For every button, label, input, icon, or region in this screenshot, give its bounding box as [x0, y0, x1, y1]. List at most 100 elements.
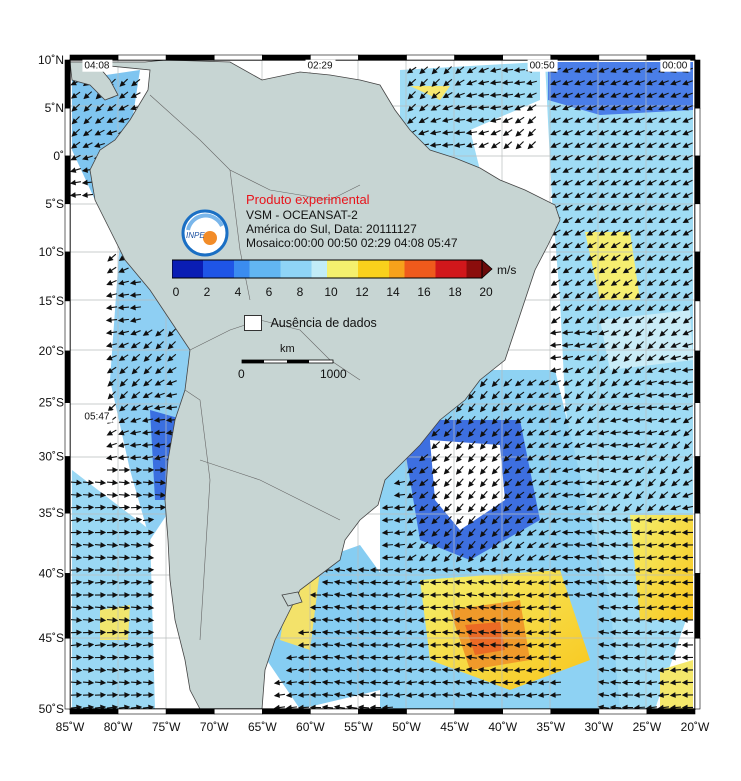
colorbar-cell [373, 260, 390, 278]
frame-band [502, 708, 552, 715]
scale-bar: km 0 1000 [238, 343, 347, 380]
lon-label: 55˚W [344, 720, 373, 734]
lat-label: 15˚S [39, 294, 64, 308]
longitude-labels: 85˚W 80˚W 75˚W 70˚W 65˚W 60˚W 55˚W 50˚W 45˚W 40˚W… [56, 720, 710, 734]
colorbar-tick: 8 [297, 285, 304, 299]
colorbar-cell [404, 260, 421, 278]
lat-label: 5˚N [45, 101, 64, 115]
lon-label: 45˚W [440, 720, 469, 734]
lon-label: 40˚W [488, 720, 517, 734]
latitude-labels: 10˚N 5˚N 0˚ 5˚S 10˚S 15˚S 20˚S 25˚S 30˚S 35˚S 40˚S… [38, 53, 64, 716]
frame-band [646, 54, 696, 61]
frame-band [502, 54, 552, 61]
lon-label: 35˚W [536, 720, 565, 734]
colorbar-tick: 20 [479, 285, 493, 299]
colorbar-cell [358, 260, 374, 278]
frame-band [694, 107, 701, 157]
frame-band [165, 54, 215, 61]
frame-band [64, 300, 71, 352]
colorbar-tick: 0 [173, 285, 180, 299]
colorbar-cell [420, 260, 436, 278]
colorbar-cell [451, 260, 467, 278]
country-borders [149, 94, 361, 641]
scale-unit: km [280, 343, 295, 355]
satellite-label: VSM - OCEANSAT-2 [246, 208, 358, 222]
colorbar-tick: 18 [448, 285, 462, 299]
colorbar-cell [280, 260, 297, 278]
scale-start: 0 [238, 367, 245, 380]
pass-time-labels: 04:08 02:29 00:50 00:00 05:47 [82, 59, 691, 423]
colorbar-cell [218, 260, 235, 278]
frame-band [310, 708, 359, 715]
frame-band [406, 708, 455, 715]
frame-band [694, 155, 701, 205]
frame-band [64, 637, 71, 710]
falklands-land [281, 591, 303, 607]
lat-label: 10˚N [38, 53, 64, 67]
pass-time-label: 02:29 [308, 61, 333, 72]
lon-label: 30˚W [585, 720, 614, 734]
pass-time-bg [527, 59, 558, 72]
colorbar-tick: 10 [324, 285, 338, 299]
frame-band [694, 637, 701, 710]
frame-band [117, 54, 167, 61]
scale-end: 1000 [320, 367, 347, 380]
frame-band [213, 708, 263, 715]
frame-band [69, 708, 119, 715]
frame-band [694, 350, 701, 403]
frame-band [64, 203, 71, 253]
pass-time-label: 05:47 [84, 412, 109, 423]
frame-band [213, 54, 263, 61]
inpe-logo: INPE [181, 209, 229, 257]
lat-label: 5˚S [45, 197, 64, 211]
colorbar-cell [187, 260, 204, 278]
colorbar-cell [311, 260, 328, 278]
colorbar-tick: 2 [204, 285, 211, 299]
frame-band [598, 708, 648, 715]
frame-band [69, 54, 119, 61]
frame-band [165, 708, 215, 715]
no-data-legend: Ausência de dados [244, 314, 377, 332]
colorbar-cell [342, 260, 359, 278]
lat-label: 40˚S [39, 566, 64, 580]
frame-band [64, 350, 71, 403]
colorbar-cell [172, 260, 188, 278]
lat-label: 20˚S [39, 344, 64, 358]
lat-label: 0˚ [53, 149, 64, 163]
pass-time-label: 00:00 [662, 61, 687, 72]
colorbar-cell [389, 260, 405, 278]
frame-band [454, 54, 503, 61]
colorbar-cell [265, 260, 281, 278]
info-panel: INPE Produto experimental VSM - OCEANSAT… [172, 192, 532, 352]
colorbar-cell [249, 260, 266, 278]
lon-label: 75˚W [152, 720, 181, 734]
frame-band [64, 155, 71, 205]
frame-band [64, 251, 71, 302]
wind-speed-colorbar: 0 2 4 6 8 10 12 14 16 18 20 m/s [172, 259, 516, 299]
colorbar-cell [234, 260, 250, 278]
frame-band [694, 203, 701, 253]
no-data-label: Ausência de dados [270, 315, 377, 330]
pass-time-bg [660, 59, 691, 72]
lat-label: 25˚S [39, 396, 64, 410]
colorbar-tick: 14 [386, 285, 400, 299]
lat-label: 35˚S [39, 506, 64, 520]
lon-label: 85˚W [56, 720, 85, 734]
colorbar-cell [327, 260, 343, 278]
frame-band [64, 512, 71, 574]
frame-band [646, 708, 696, 715]
lat-label: 10˚S [39, 245, 64, 259]
lon-label: 60˚W [296, 720, 325, 734]
frame-band [64, 59, 71, 109]
lon-label: 50˚W [392, 720, 421, 734]
colorbar-cell [435, 260, 452, 278]
frame-band [454, 708, 503, 715]
colorbar-cell [466, 260, 483, 278]
lon-label: 70˚W [200, 720, 229, 734]
frame-band [550, 54, 600, 61]
lon-label: 25˚W [633, 720, 662, 734]
lat-label: 30˚S [39, 450, 64, 464]
pass-time-bg [305, 59, 336, 72]
colorbar-tick: 6 [266, 285, 273, 299]
